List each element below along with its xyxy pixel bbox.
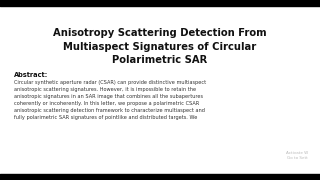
Text: Activate W
Go to Sett: Activate W Go to Sett xyxy=(286,151,308,160)
Text: Circular synthetic aperture radar (CSAR) can provide distinctive multiaspect
ani: Circular synthetic aperture radar (CSAR)… xyxy=(14,80,206,120)
Text: Anisotropy Scattering Detection From
Multiaspect Signatures of Circular
Polarime: Anisotropy Scattering Detection From Mul… xyxy=(53,28,267,65)
Text: Abstract:: Abstract: xyxy=(14,72,48,78)
